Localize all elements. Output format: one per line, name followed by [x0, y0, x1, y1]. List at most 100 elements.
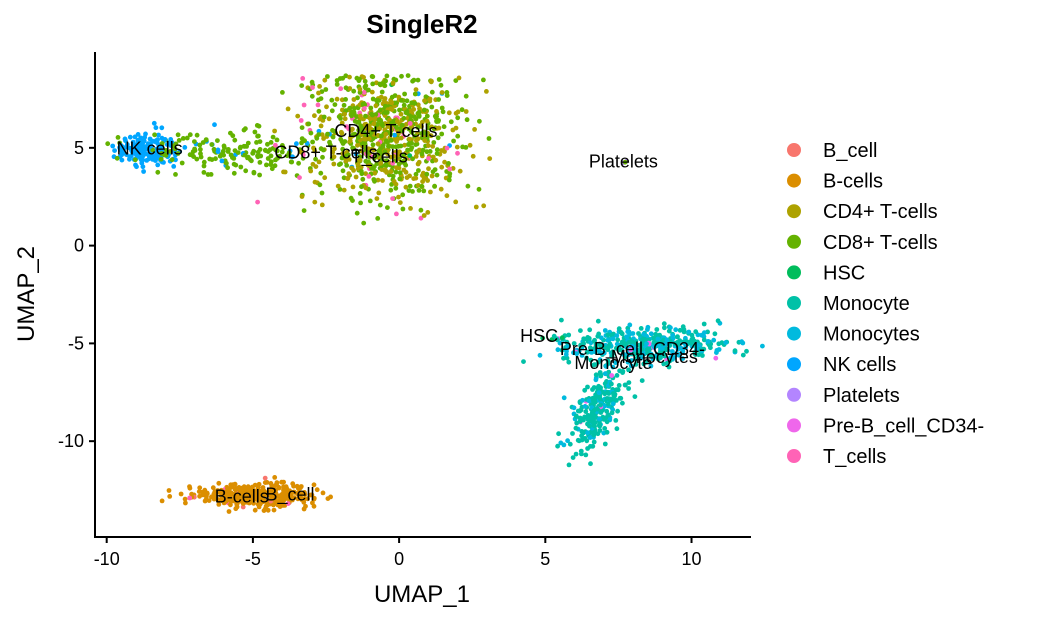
point-nk-cells — [140, 157, 146, 163]
point-cd8-t-cells — [378, 82, 383, 88]
point-monocyte — [554, 336, 559, 342]
point-nk-cells — [155, 162, 161, 168]
point-t-cells — [394, 211, 399, 217]
point-monocytes — [602, 403, 608, 409]
point-cd4-t-cells — [295, 113, 301, 119]
point-cd8-t-cells — [419, 183, 425, 189]
legend-item-pre-b-cell-cd34: Pre-B_cell_CD34- — [787, 415, 984, 437]
point-cd8-t-cells — [389, 94, 395, 100]
point-cd4-t-cells — [456, 75, 462, 81]
point-cd8-t-cells — [412, 134, 418, 139]
point-cd8-t-cells — [368, 105, 374, 111]
point-cd4-t-cells — [380, 178, 385, 183]
point-cd8-t-cells — [446, 161, 451, 166]
point-cd4-t-cells — [407, 136, 412, 142]
point-cd4-t-cells — [457, 168, 463, 174]
point-cd8-t-cells — [388, 138, 394, 143]
point-cd4-t-cells — [403, 184, 409, 190]
point-cd8-t-cells — [385, 205, 390, 211]
point-monocytes — [640, 351, 645, 357]
point-b-cells — [310, 500, 315, 506]
point-cd8-t-cells — [415, 111, 421, 116]
point-cd4-t-cells — [429, 173, 435, 179]
point-cd8-t-cells — [184, 135, 190, 141]
point-monocyte — [666, 364, 672, 370]
point-monocyte — [598, 402, 603, 408]
point-monocyte — [596, 331, 602, 337]
point-cd4-t-cells — [382, 96, 388, 101]
point-cd4-t-cells — [473, 204, 479, 210]
point-nk-cells — [159, 125, 165, 131]
point-cd8-t-cells — [408, 114, 414, 119]
point-monocyte — [574, 420, 580, 426]
point-cd4-t-cells — [361, 75, 366, 80]
point-b-cells — [219, 487, 224, 493]
point-cd8-t-cells — [350, 132, 356, 138]
point-b-cells — [281, 484, 286, 490]
point-cd8-t-cells — [237, 145, 243, 151]
point-monocytes — [537, 352, 543, 358]
point-t-cells — [310, 85, 315, 90]
point-cd8-t-cells — [334, 82, 340, 87]
point-monocyte — [688, 339, 693, 345]
point-cd4-t-cells — [403, 122, 409, 127]
point-cd8-t-cells — [289, 159, 295, 165]
y-ticks: -10 -5 0 5 — [58, 138, 95, 451]
point-monocytes — [627, 322, 633, 328]
point-b-cells — [278, 503, 283, 509]
point-cd4-t-cells — [446, 110, 452, 116]
point-monocyte — [629, 351, 635, 357]
point-cd8-t-cells — [376, 117, 382, 123]
point-b-cells — [204, 494, 209, 500]
point-cd8-t-cells — [400, 159, 406, 165]
point-monocyte — [602, 441, 608, 447]
point-monocyte — [584, 349, 590, 355]
point-cd8-t-cells — [401, 115, 407, 121]
point-cd8-t-cells — [477, 118, 482, 124]
point-cd4-t-cells — [361, 136, 367, 142]
point-monocyte — [581, 341, 586, 346]
point-cd4-t-cells — [366, 146, 371, 152]
point-cd8-t-cells — [313, 156, 318, 162]
legend-item-monocytes: Monocytes — [787, 324, 920, 346]
point-cd8-t-cells — [279, 149, 285, 155]
point-t-cells — [273, 142, 278, 148]
point-cd4-t-cells — [413, 87, 419, 92]
point-cd8-t-cells — [319, 190, 325, 196]
point-monocyte — [712, 331, 718, 337]
point-monocyte — [591, 421, 597, 427]
point-monocyte — [579, 451, 584, 457]
point-monocyte — [588, 357, 594, 363]
point-cd8-t-cells — [180, 136, 186, 141]
point-nk-cells — [154, 140, 160, 146]
point-b-cells — [202, 498, 208, 504]
point-b-cells — [255, 486, 261, 492]
point-cd8-t-cells — [412, 91, 418, 97]
point-monocytes — [561, 395, 567, 401]
point-monocyte — [638, 326, 644, 331]
point-monocyte — [701, 346, 707, 352]
point-nk-cells — [142, 134, 148, 140]
point-monocyte — [583, 452, 589, 458]
point-cd4-t-cells — [343, 158, 349, 164]
point-cd4-t-cells — [357, 157, 363, 163]
point-monocyte — [633, 362, 639, 367]
point-cd8-t-cells — [201, 170, 207, 175]
point-cd8-t-cells — [274, 148, 280, 154]
point-cd8-t-cells — [352, 105, 357, 111]
point-cd8-t-cells — [363, 113, 368, 119]
point-cd4-t-cells — [324, 104, 329, 110]
point-cd4-t-cells — [454, 144, 460, 150]
point-cd8-t-cells — [354, 210, 360, 216]
point-cd8-t-cells — [379, 121, 385, 126]
point-cd8-t-cells — [286, 150, 292, 156]
point-cd8-t-cells — [255, 154, 261, 160]
point-cd8-t-cells — [201, 163, 207, 169]
point-cd4-t-cells — [351, 168, 356, 173]
point-cd4-t-cells — [434, 125, 440, 131]
point-cd8-t-cells — [404, 98, 410, 104]
point-monocytes — [630, 343, 635, 349]
point-cd8-t-cells — [242, 152, 248, 158]
point-cd8-t-cells — [155, 169, 161, 175]
